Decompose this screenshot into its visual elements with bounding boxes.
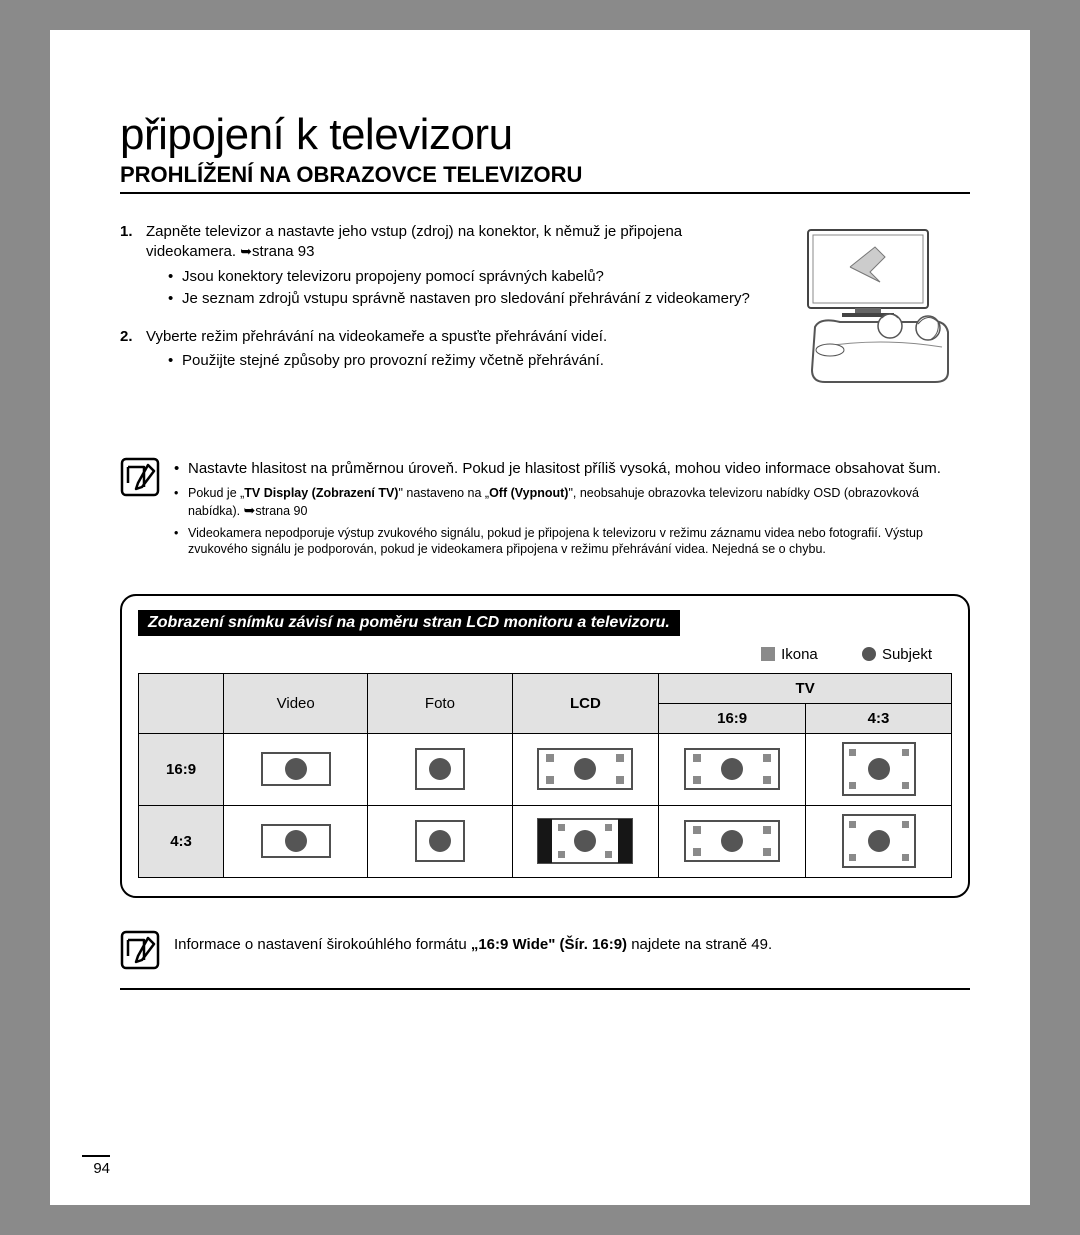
legend-icon-circle xyxy=(862,647,876,661)
table-title: Zobrazení snímku závisí na poměru stran … xyxy=(138,610,680,636)
legend-icon-square xyxy=(761,647,775,661)
table-row: 4:3 xyxy=(139,805,952,877)
ratio-cell xyxy=(677,741,787,797)
steps-list: Zapněte televizor a nastavte jeho vstup … xyxy=(120,222,770,372)
step-1: Zapněte televizor a nastavte jeho vstup … xyxy=(120,222,770,309)
section-heading: PROHLÍŽENÍ NA OBRAZOVCE TELEVIZORU xyxy=(120,162,970,194)
col-tv-43: 4:3 xyxy=(806,703,952,733)
step-1-bullet: Jsou konektory televizoru propojeny pomo… xyxy=(168,267,770,287)
note-item: Pokud je „TV Display (Zobrazení TV)" nas… xyxy=(174,485,970,520)
ratio-cell xyxy=(400,815,480,867)
step-1-bullet: Je seznam zdrojů vstupu správně nastaven… xyxy=(168,289,770,309)
table-corner xyxy=(139,673,224,733)
page-number: 94 xyxy=(82,1155,110,1177)
footer-note: Informace o nastavení širokoúhlého formá… xyxy=(174,930,970,970)
row-label: 4:3 xyxy=(139,805,224,877)
col-tv-169: 16:9 xyxy=(659,703,806,733)
table-row: 16:9 xyxy=(139,733,952,805)
ratio-cell xyxy=(256,743,336,795)
col-lcd: LCD xyxy=(512,673,659,733)
aspect-ratio-table: Video Foto LCD TV 16:9 4:3 16:9 xyxy=(138,673,952,878)
page-title: připojení k televizoru xyxy=(120,110,970,160)
note-item: Nastavte hlasitost na průměrnou úroveň. … xyxy=(174,459,970,479)
tv-illustration xyxy=(790,222,965,392)
row-label: 16:9 xyxy=(139,733,224,805)
step-2: Vyberte režim přehrávání na videokameře … xyxy=(120,327,770,372)
ratio-cell xyxy=(829,739,929,799)
step-2-bullet: Použijte stejné způsoby pro provozní rež… xyxy=(168,351,770,371)
ratio-cell xyxy=(400,743,480,795)
note-body: Nastavte hlasitost na průměrnou úroveň. … xyxy=(174,457,970,564)
ratio-cell xyxy=(530,741,640,797)
col-foto: Foto xyxy=(368,673,512,733)
col-tv: TV xyxy=(659,673,952,703)
table-legend: Ikona Subjekt xyxy=(138,646,952,663)
ratio-cell xyxy=(530,813,640,869)
col-video: Video xyxy=(224,673,368,733)
note-icon xyxy=(120,930,160,970)
ratio-cell xyxy=(829,811,929,871)
ratio-cell xyxy=(256,815,336,867)
ratio-cell xyxy=(677,813,787,869)
aspect-ratio-table-box: Zobrazení snímku závisí na poměru stran … xyxy=(120,594,970,898)
note-item: Videokamera nepodporuje výstup zvukového… xyxy=(174,525,970,558)
note-icon xyxy=(120,457,160,497)
